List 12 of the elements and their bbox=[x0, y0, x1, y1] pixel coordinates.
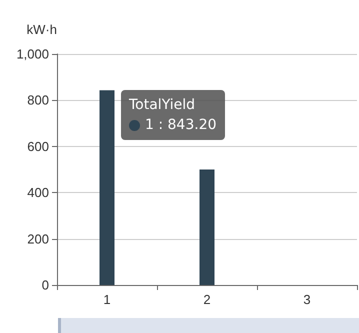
y-tick-label: 600 bbox=[27, 138, 49, 154]
annotation: 1 : 843.20 bbox=[145, 117, 217, 134]
x-tick-label: 2 bbox=[203, 292, 211, 307]
y-axis-title: kW·h bbox=[26, 22, 57, 37]
y-tick-label: 0 bbox=[42, 278, 49, 292]
series-label: TotalYield bbox=[129, 96, 196, 116]
y-tick-label: 1,000 bbox=[16, 46, 49, 62]
y-tick-label: 800 bbox=[27, 92, 49, 108]
x-tick-label: 1 bbox=[103, 292, 111, 307]
x-tick-label: 3 bbox=[303, 292, 311, 307]
y-tick-label: 400 bbox=[27, 185, 49, 200]
y-tick-label: 200 bbox=[27, 231, 49, 246]
